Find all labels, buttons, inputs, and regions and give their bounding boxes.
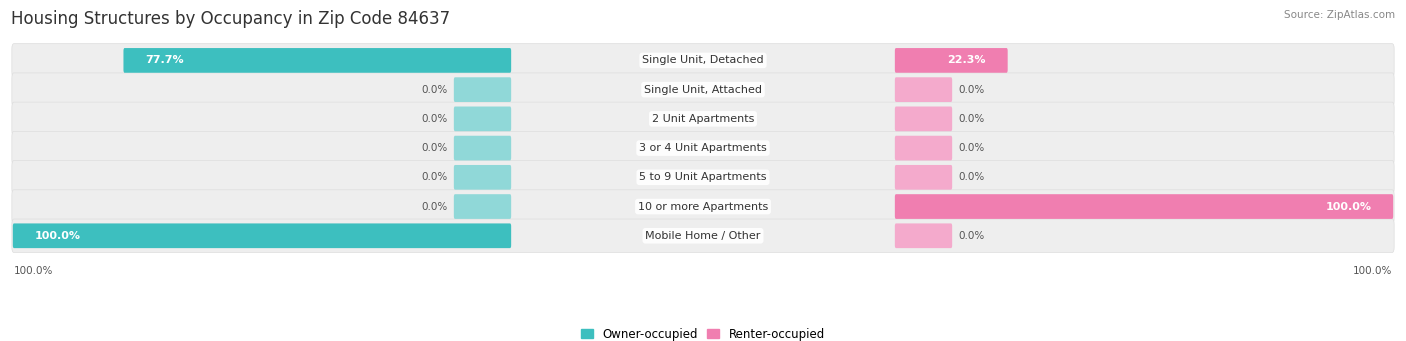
FancyBboxPatch shape [454,106,512,131]
FancyBboxPatch shape [124,48,512,73]
Text: 10 or more Apartments: 10 or more Apartments [638,202,768,211]
Text: 100.0%: 100.0% [35,231,80,241]
Text: 100.0%: 100.0% [1353,266,1392,276]
FancyBboxPatch shape [894,194,1393,219]
FancyBboxPatch shape [11,73,1395,106]
Text: 77.7%: 77.7% [145,55,184,65]
Text: 100.0%: 100.0% [1326,202,1371,211]
FancyBboxPatch shape [13,223,512,248]
Text: 0.0%: 0.0% [957,172,984,182]
FancyBboxPatch shape [454,77,512,102]
FancyBboxPatch shape [454,136,512,161]
Legend: Owner-occupied, Renter-occupied: Owner-occupied, Renter-occupied [581,328,825,341]
FancyBboxPatch shape [11,102,1395,136]
Text: Mobile Home / Other: Mobile Home / Other [645,231,761,241]
FancyBboxPatch shape [11,161,1395,194]
FancyBboxPatch shape [11,44,1395,77]
Text: 0.0%: 0.0% [422,202,449,211]
Text: 100.0%: 100.0% [14,266,53,276]
Text: 2 Unit Apartments: 2 Unit Apartments [652,114,754,124]
FancyBboxPatch shape [11,190,1395,223]
Text: 0.0%: 0.0% [422,114,449,124]
FancyBboxPatch shape [894,136,952,161]
Text: Source: ZipAtlas.com: Source: ZipAtlas.com [1284,10,1395,20]
Text: 5 to 9 Unit Apartments: 5 to 9 Unit Apartments [640,172,766,182]
Text: 3 or 4 Unit Apartments: 3 or 4 Unit Apartments [640,143,766,153]
FancyBboxPatch shape [454,165,512,190]
FancyBboxPatch shape [894,223,952,248]
Text: 0.0%: 0.0% [422,172,449,182]
Text: Housing Structures by Occupancy in Zip Code 84637: Housing Structures by Occupancy in Zip C… [11,10,450,28]
Text: 0.0%: 0.0% [422,85,449,95]
FancyBboxPatch shape [894,48,1008,73]
Text: 0.0%: 0.0% [422,143,449,153]
FancyBboxPatch shape [11,131,1395,165]
Text: 0.0%: 0.0% [957,231,984,241]
Text: Single Unit, Attached: Single Unit, Attached [644,85,762,95]
Text: Single Unit, Detached: Single Unit, Detached [643,55,763,65]
Text: 0.0%: 0.0% [957,143,984,153]
Text: 0.0%: 0.0% [957,85,984,95]
Text: 0.0%: 0.0% [957,114,984,124]
FancyBboxPatch shape [894,165,952,190]
Text: 22.3%: 22.3% [948,55,986,65]
FancyBboxPatch shape [11,219,1395,253]
FancyBboxPatch shape [894,77,952,102]
FancyBboxPatch shape [454,194,512,219]
FancyBboxPatch shape [894,106,952,131]
